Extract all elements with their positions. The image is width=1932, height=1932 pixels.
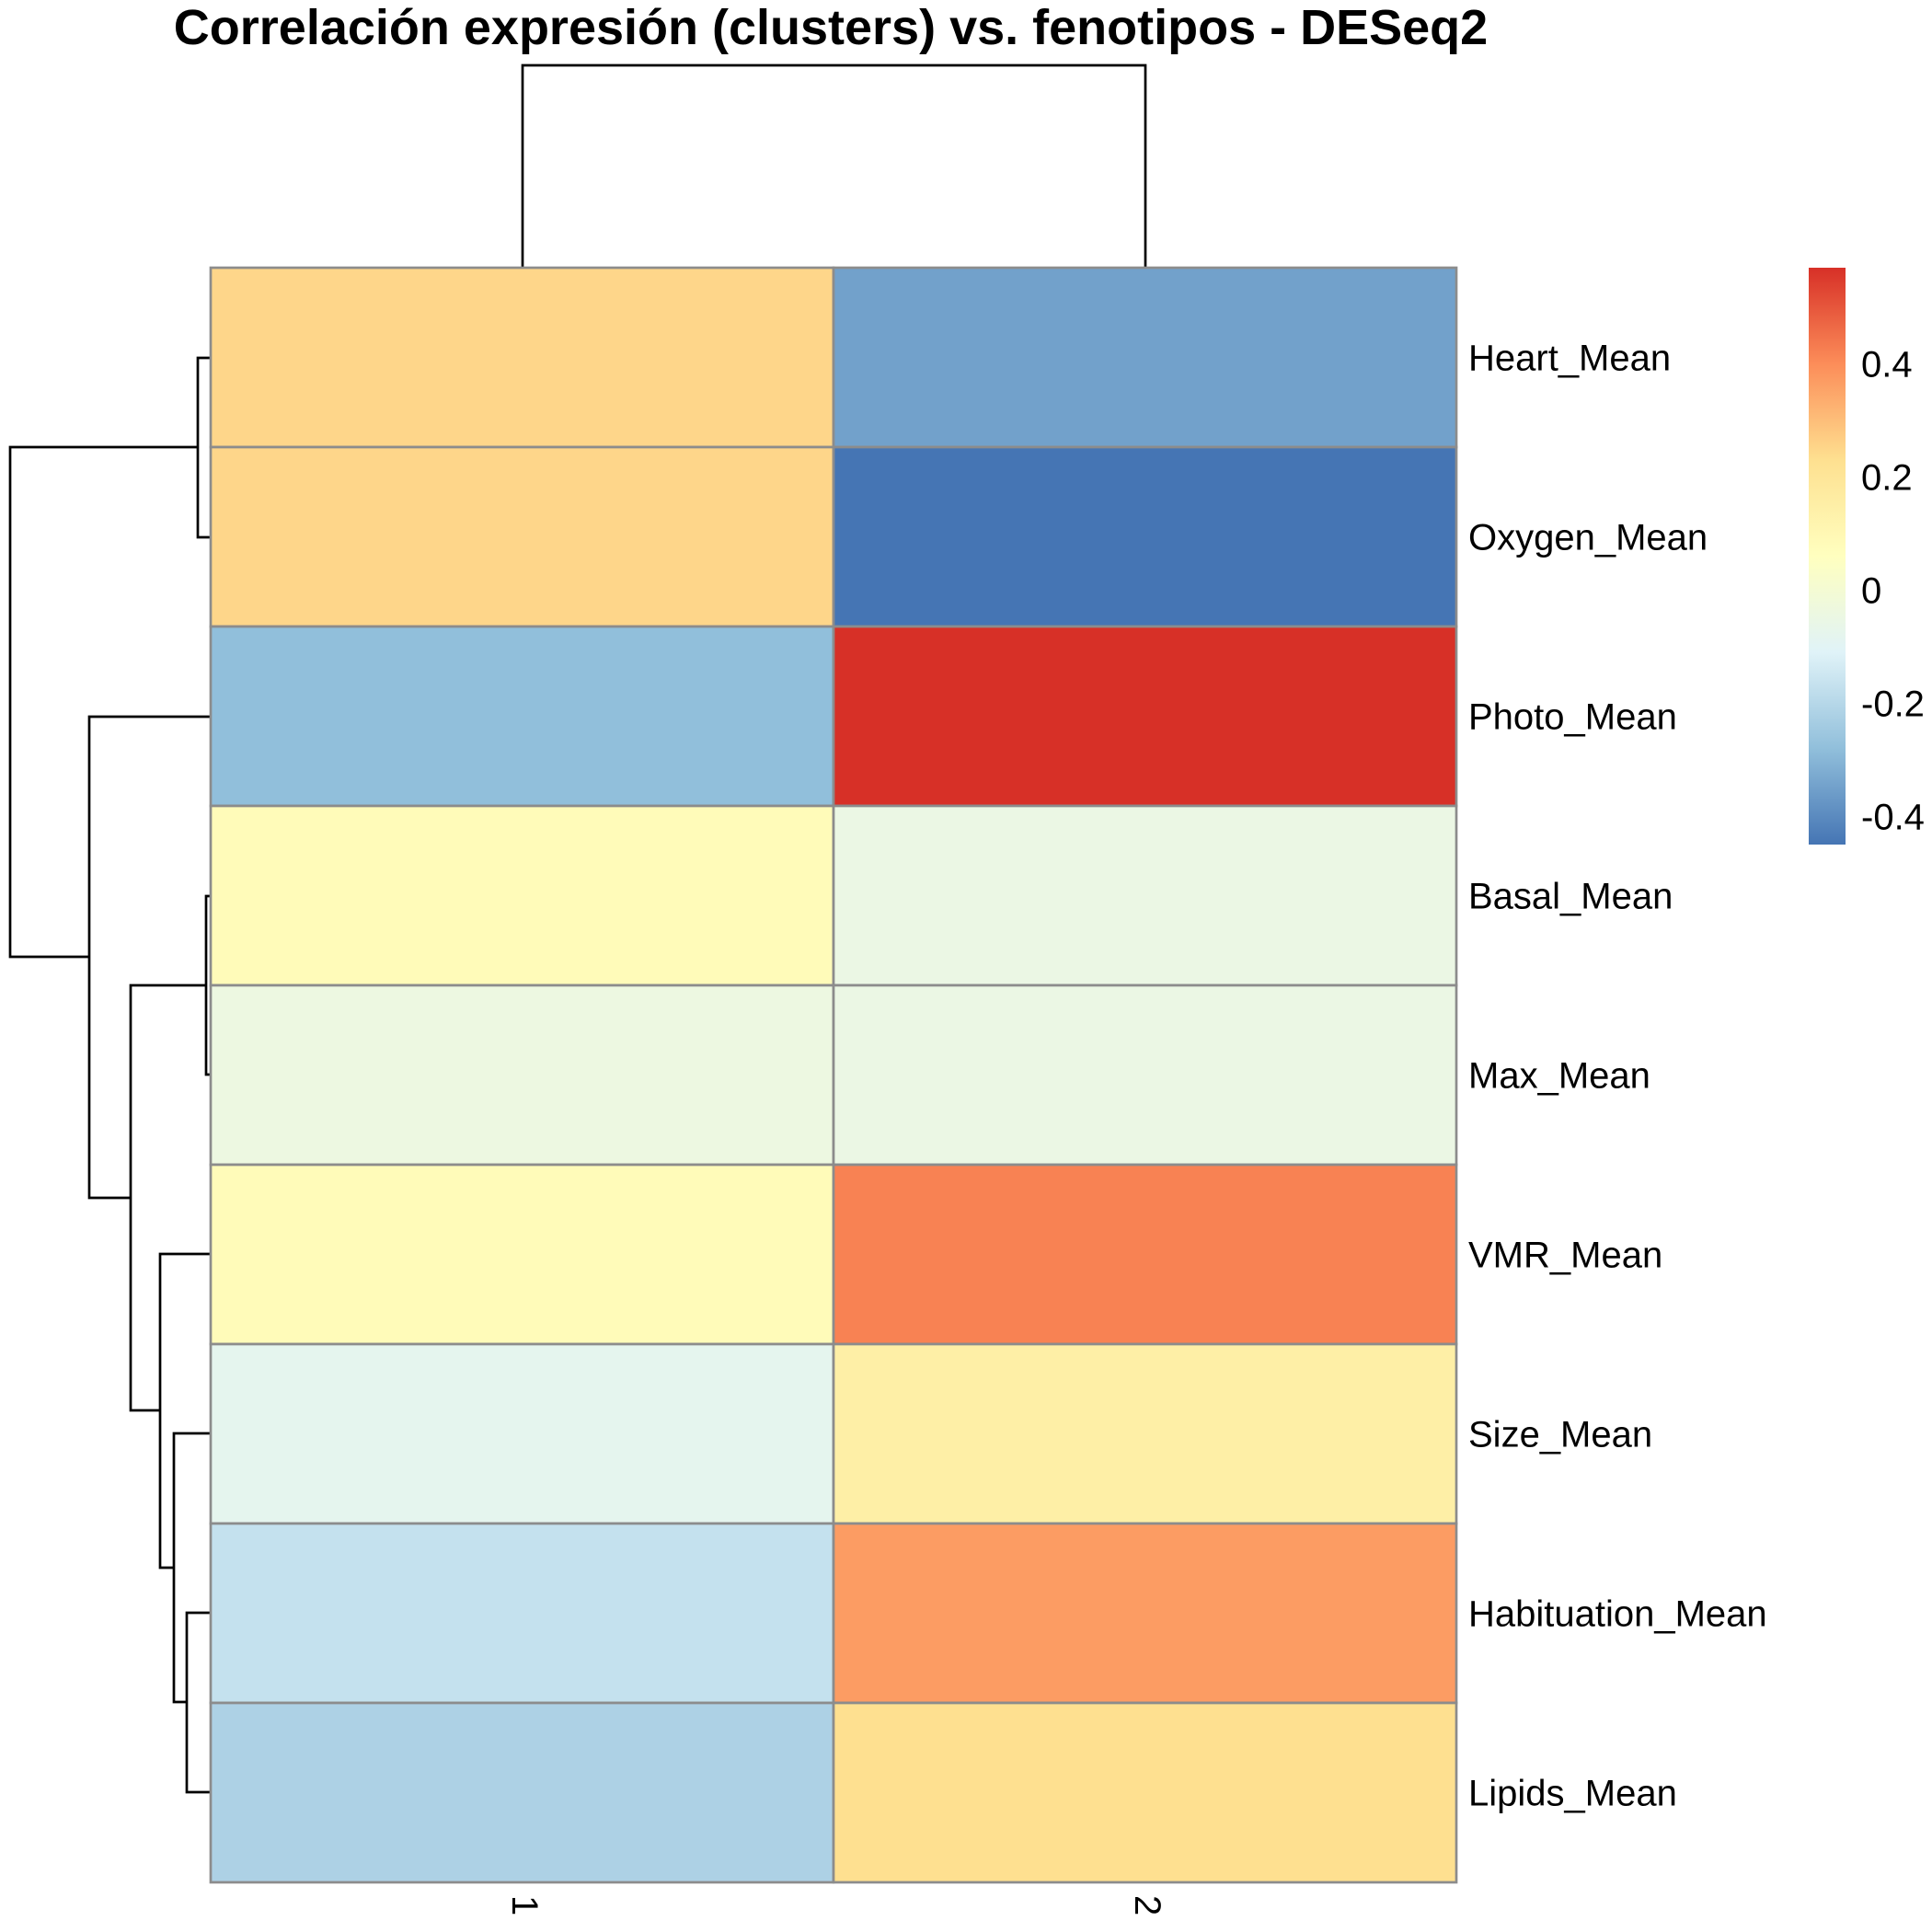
row-dendrogram-branch	[158, 1252, 211, 1570]
column-dendrogram-branch	[521, 63, 1147, 268]
heatmap-cell	[209, 445, 835, 628]
heatmap-cell	[832, 983, 1458, 1167]
row-dendrogram-branch	[129, 983, 206, 1412]
heatmap-cell	[209, 1522, 835, 1705]
heatmap-cell	[209, 804, 835, 987]
colorbar-tick-label: 0.4	[1861, 345, 1913, 385]
column-dendrogram	[521, 63, 1147, 268]
colorbar-ticks: 0.4 0.2 0 -0.2 -0.4	[1861, 345, 1925, 838]
row-label: Oxygen_Mean	[1468, 518, 1708, 558]
row-dendrogram	[8, 356, 211, 1794]
column-label: 1	[504, 1895, 545, 1915]
row-dendrogram-branch	[172, 1432, 211, 1704]
heatmap-cell	[209, 983, 835, 1167]
row-dendrogram-branch	[8, 445, 198, 959]
heatmap-cell	[832, 1701, 1458, 1884]
colorbar-tick-label: 0	[1861, 570, 1881, 611]
colorbar-gradient	[1809, 268, 1846, 845]
chart-title: Correlación expresión (clusters) vs. fen…	[174, 0, 1488, 55]
row-label: Basal_Mean	[1468, 877, 1673, 917]
row-label: Max_Mean	[1468, 1056, 1650, 1097]
heatmap-cells	[209, 266, 1458, 1884]
heatmap-cell	[832, 625, 1458, 808]
heatmap-cell	[209, 1701, 835, 1884]
colorbar-tick-label: 0.2	[1861, 457, 1913, 498]
heatmap-cell	[209, 1342, 835, 1525]
row-dendrogram-branch	[185, 1611, 211, 1794]
heatmap-cell	[832, 1342, 1458, 1525]
heatmap-cell	[832, 804, 1458, 987]
row-dendrogram-branch	[196, 356, 211, 539]
heatmap-cell	[832, 445, 1458, 628]
heatmap-cell	[209, 1163, 835, 1346]
colorbar: 0.4 0.2 0 -0.2 -0.4	[1809, 268, 1925, 845]
row-label: Heart_Mean	[1468, 339, 1671, 379]
colorbar-tick-label: -0.4	[1861, 797, 1925, 837]
row-label: Size_Mean	[1468, 1415, 1652, 1455]
heatmap-cell	[209, 266, 835, 449]
heatmap-cell	[832, 1163, 1458, 1346]
heatmap-cell	[209, 625, 835, 808]
heatmap-cell	[832, 1522, 1458, 1705]
row-label: Habituation_Mean	[1468, 1594, 1767, 1635]
row-dendrogram-branch	[87, 715, 211, 1200]
row-label: Photo_Mean	[1468, 697, 1677, 738]
colorbar-tick-label: -0.2	[1861, 684, 1925, 724]
row-label: Lipids_Mean	[1468, 1774, 1677, 1814]
heatmap-cell	[832, 266, 1458, 449]
column-label: 2	[1127, 1895, 1167, 1915]
row-labels: Heart_Mean Oxygen_Mean Photo_Mean Basal_Mea…	[1468, 339, 1767, 1814]
row-label: VMR_Mean	[1468, 1236, 1662, 1276]
